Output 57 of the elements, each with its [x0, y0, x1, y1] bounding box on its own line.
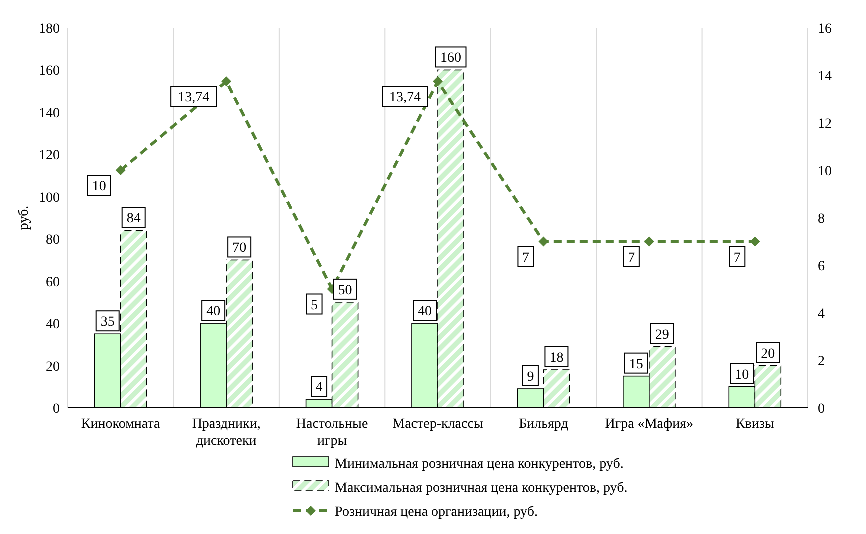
- y2-tick-label: 16: [818, 22, 832, 37]
- y2-tick-label: 2: [818, 354, 825, 370]
- y2-tick-label: 12: [818, 117, 832, 132]
- point: [538, 236, 549, 247]
- data-label: 18: [550, 351, 564, 366]
- data-label: 29: [655, 328, 670, 343]
- y-tick-label: 100: [39, 190, 60, 206]
- data-label: 13,74: [390, 90, 421, 106]
- y2-tick-label: 8: [818, 212, 825, 227]
- data-label: 35: [100, 315, 115, 330]
- data-label: 15: [629, 357, 644, 372]
- legend-label: Минимальная розничная цена конкурентов, руб.: [335, 457, 624, 472]
- y2-tick-label: 10: [818, 164, 832, 180]
- x-tick-label: Квизы: [736, 417, 775, 432]
- y-tick-label: 20: [46, 360, 60, 375]
- data-label: 84: [126, 212, 141, 227]
- point: [116, 166, 126, 176]
- y2-tick-label: 6: [818, 260, 825, 274]
- data-label: 160: [440, 51, 462, 66]
- data-label: 7: [522, 250, 530, 266]
- data-label: 9: [527, 370, 534, 385]
- x-tick-label: Игра «Мафия»: [605, 417, 694, 432]
- y-tick-label: 0: [53, 402, 60, 417]
- point: [750, 236, 760, 247]
- legend-label: Розничная цена организации, руб.: [335, 505, 538, 520]
- data-label: 7: [734, 250, 741, 266]
- data-label: 13,74: [178, 90, 210, 106]
- data-label: 70: [232, 241, 247, 256]
- data-label: 40: [418, 304, 432, 320]
- y-tick-label: 160: [39, 64, 60, 80]
- data-label: 4: [316, 380, 323, 396]
- y2-tick-label: 0: [818, 402, 825, 417]
- y2-tick-label: 4: [818, 307, 825, 322]
- y-tick-label: 140: [39, 106, 60, 122]
- data-label: 40: [206, 304, 221, 320]
- data-label: 10: [92, 180, 106, 194]
- point: [644, 236, 654, 247]
- y-tick-label: 80: [46, 233, 60, 248]
- x-tick-label: Кинокомната: [81, 417, 162, 432]
- point: [222, 76, 232, 87]
- y2-tick-label: 14: [818, 70, 832, 84]
- legend-label: Максимальная розничная цена конкурентов, руб.: [335, 481, 628, 496]
- x-tick-label: Бильярд: [519, 417, 568, 432]
- x-tick-label: Праздники, дискотеки: [192, 417, 261, 449]
- x-tick-label: Настольные игры: [296, 417, 368, 449]
- data-label: 5: [311, 298, 318, 314]
- data-label: 20: [761, 346, 776, 362]
- data-label: 50: [338, 283, 352, 298]
- y-tick-label: 60: [46, 275, 60, 290]
- point: [433, 76, 443, 87]
- y-tick-label: 180: [39, 22, 60, 37]
- data-label: 7: [628, 250, 636, 266]
- y-axis-title: руб.: [17, 206, 32, 230]
- y-tick-label: 40: [46, 318, 60, 333]
- data-label: 10: [735, 368, 750, 383]
- y-tick-label: 120: [39, 148, 60, 164]
- x-tick-label: Мастер-классы: [392, 417, 484, 432]
